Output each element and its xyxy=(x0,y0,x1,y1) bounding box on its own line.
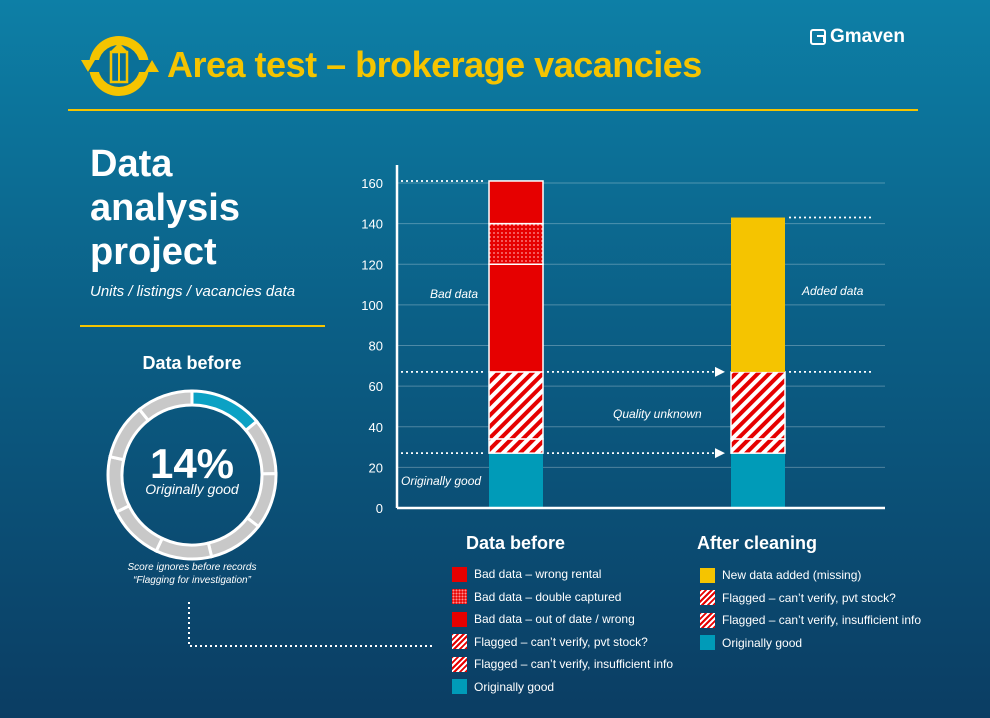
legend-label: Flagged – can’t verify, pvt stock? xyxy=(722,590,896,605)
annotation-originally-good: Originally good xyxy=(401,474,482,488)
bar-segment xyxy=(488,438,544,454)
legend-after: New data added (missing) Flagged – can’t… xyxy=(700,564,940,654)
legend-item: Flagged – can’t verify, insufficient inf… xyxy=(700,609,940,632)
donut-note: Score ignores before records “Flagging f… xyxy=(92,561,292,587)
legend-swatch xyxy=(452,634,467,650)
y-tick-label: 140 xyxy=(361,217,383,232)
heading-line: Data xyxy=(90,143,173,185)
legend-label: New data added (missing) xyxy=(722,568,862,583)
bar-segment xyxy=(731,217,785,372)
brand-logo: Gmaven xyxy=(810,26,905,48)
bar-segment xyxy=(730,438,786,454)
header-divider xyxy=(68,109,918,111)
donut-segment xyxy=(206,515,261,559)
bar-segment xyxy=(731,453,785,508)
legend-swatch xyxy=(700,567,715,583)
donut-sublabel: Originally good xyxy=(145,481,239,497)
donut-segment-highlight xyxy=(190,389,259,433)
brand-logo-text: Gmaven xyxy=(830,26,905,47)
guide-arrow xyxy=(715,448,725,459)
bar-segment xyxy=(488,263,544,373)
legend-swatch xyxy=(452,679,467,695)
bar-segment xyxy=(730,371,786,440)
y-tick-label: 0 xyxy=(376,501,383,516)
legend-swatch xyxy=(452,566,467,582)
legend-swatch xyxy=(452,611,467,627)
legend-label: Bad data – wrong rental xyxy=(474,567,602,582)
donut-title: Data before xyxy=(142,353,242,373)
stacked-bar-chart: 0 20 40 60 80 100 120 140 160 xyxy=(361,165,885,516)
bar-segment xyxy=(489,453,543,508)
heading-line: project xyxy=(90,231,217,273)
bar-segment xyxy=(488,371,544,440)
y-tick-label: 80 xyxy=(369,339,383,354)
legend-before: Bad data – wrong rental Bad data – doubl… xyxy=(452,563,692,698)
legend-item: Originally good xyxy=(452,676,692,699)
donut-segment xyxy=(154,536,214,561)
legend-item: Bad data – out of date / wrong xyxy=(452,608,692,631)
donut-segment xyxy=(137,389,194,423)
donut-chart xyxy=(106,389,278,561)
legend-label: Bad data – double captured xyxy=(474,589,622,604)
guide-arrow xyxy=(715,366,725,377)
legend-swatch xyxy=(700,635,715,651)
annotation-added-data: Added data xyxy=(802,284,864,298)
legend-label: Flagged – can’t verify, insufficient inf… xyxy=(474,657,673,672)
y-tick-label: 40 xyxy=(369,420,383,435)
legend-item: New data added (missing) xyxy=(700,564,940,587)
legend-label: Bad data – out of date / wrong xyxy=(474,612,635,627)
legend-swatch xyxy=(700,612,715,628)
building-cycle-icon xyxy=(81,36,159,96)
y-tick-label: 20 xyxy=(369,460,383,475)
gmaven-logo-icon xyxy=(810,29,826,45)
y-tick-label: 100 xyxy=(361,298,383,313)
connector-line xyxy=(188,602,435,647)
legend-item: Flagged – can’t verify, pvt stock? xyxy=(700,587,940,610)
annotation-quality-unknown: Quality unknown xyxy=(613,407,702,421)
donut-segment xyxy=(114,503,165,554)
legend-item: Bad data – double captured xyxy=(452,586,692,609)
legend-after-title: After cleaning xyxy=(697,533,818,553)
bar-segment xyxy=(488,180,544,225)
y-tick-label: 60 xyxy=(369,379,383,394)
donut-note-line: Score ignores before records xyxy=(127,562,257,573)
section-divider xyxy=(80,325,325,327)
legend-item: Flagged – can’t verify, insufficient inf… xyxy=(452,653,692,676)
heading-line: analysis xyxy=(90,187,240,229)
bar-segment xyxy=(488,222,544,265)
annotation-bad-data: Bad data xyxy=(430,287,479,301)
legend-swatch xyxy=(452,589,467,605)
donut-percent: 14% xyxy=(149,440,235,487)
page-title: Area test – brokerage vacancies xyxy=(167,44,702,85)
legend-item: Flagged – can’t verify, pvt stock? xyxy=(452,631,692,654)
section-heading: Data analysis project xyxy=(90,142,240,274)
y-tick-label: 160 xyxy=(361,176,383,191)
section-subtitle: Units / listings / vacancies data xyxy=(90,283,296,300)
legend-swatch xyxy=(452,656,467,672)
legend-item: Bad data – wrong rental xyxy=(452,563,692,586)
legend-before-title: Data before xyxy=(466,533,566,553)
legend-swatch xyxy=(700,590,715,606)
legend-label: Originally good xyxy=(474,679,555,694)
y-tick-label: 120 xyxy=(361,257,383,272)
legend-item: Originally good xyxy=(700,632,940,655)
donut-note-line: “Flagging for investigation” xyxy=(133,575,251,586)
legend-label: Originally good xyxy=(722,635,803,650)
legend-label: Flagged – can’t verify, pvt stock? xyxy=(474,634,648,649)
legend-label: Flagged – can’t verify, insufficient inf… xyxy=(722,613,921,628)
